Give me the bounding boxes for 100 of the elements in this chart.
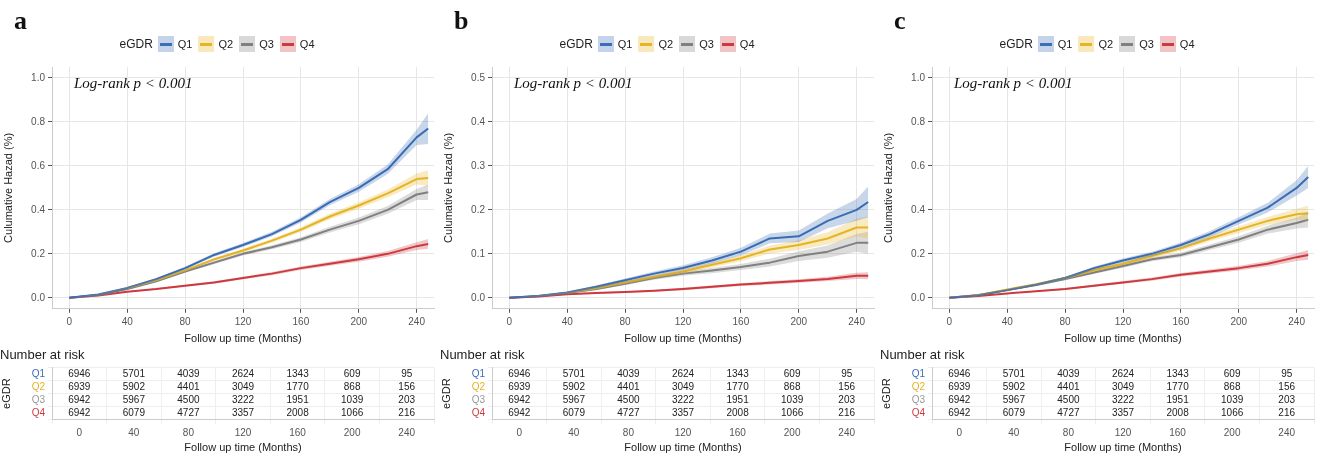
- data-label: 5967: [1002, 393, 1026, 405]
- y-tick-label: 0.6: [911, 159, 926, 171]
- data-label: 1951: [286, 393, 310, 405]
- data-label: 1951: [726, 393, 750, 405]
- data-label: 5701: [122, 367, 146, 379]
- data-label: 2624: [231, 367, 255, 379]
- data-label: 1770: [726, 380, 750, 392]
- data-label: 216: [398, 407, 416, 419]
- data-label: 6079: [122, 407, 146, 419]
- data-label: 3049: [1111, 380, 1135, 392]
- data-label: 3222: [1111, 393, 1135, 405]
- data-label: 5902: [122, 380, 146, 392]
- legend-title: eGDR: [119, 37, 153, 51]
- data-label: 216: [838, 407, 856, 419]
- data-label: 6942: [68, 407, 91, 419]
- data-label: 5967: [562, 393, 586, 405]
- data-label: 3222: [671, 393, 695, 405]
- x-axis-title: Follow up time (Months): [1064, 332, 1182, 345]
- y-tick-label: 0.2: [471, 203, 486, 215]
- x-tick-label: 0: [506, 315, 513, 327]
- annotation: Log-rank p < 0.001: [73, 75, 193, 92]
- data-label: 1770: [1166, 380, 1190, 392]
- x-tick-label: 240: [398, 426, 416, 438]
- x-tick-label: 120: [674, 426, 692, 438]
- y-tick-label: Q4: [911, 407, 926, 419]
- legend-label: Q2: [658, 38, 674, 50]
- x-tick-label: 80: [1062, 426, 1075, 438]
- data-label: 95: [1281, 367, 1293, 379]
- data-label: 868: [343, 380, 361, 392]
- x-tick-label: 200: [783, 426, 801, 438]
- data-label: 6946: [508, 367, 531, 379]
- data-label: 203: [838, 393, 856, 405]
- data-label: 2008: [726, 407, 750, 419]
- x-tick-label: 160: [289, 426, 307, 438]
- x-tick-label: 120: [1114, 426, 1132, 438]
- x-tick-label: 240: [1288, 315, 1306, 327]
- data-label: 6939: [948, 380, 971, 392]
- data-label: 3049: [671, 380, 695, 392]
- data-label: 5967: [122, 393, 146, 405]
- data-label: 6942: [508, 393, 531, 405]
- y-tick-label: Q2: [911, 380, 926, 392]
- x-tick-label: 240: [838, 426, 856, 438]
- x-tick-label: 40: [121, 315, 134, 327]
- data-label: 95: [401, 367, 413, 379]
- data-label: 3357: [1111, 407, 1135, 419]
- x-tick-label: 0: [76, 426, 83, 438]
- x-tick-label: 40: [1008, 426, 1020, 438]
- legend-label: Q2: [218, 38, 234, 50]
- x-tick-label: 80: [1059, 315, 1072, 327]
- data-label: 4401: [1057, 380, 1080, 392]
- y-axis-title: Culumative Hazad (%): [881, 132, 894, 243]
- data-label: 609: [343, 367, 361, 379]
- data-label: 3357: [671, 407, 695, 419]
- x-tick-label: 240: [1278, 426, 1296, 438]
- data-label: 4500: [177, 393, 200, 405]
- data-label: 4727: [617, 407, 640, 419]
- x-tick-label: 40: [128, 426, 140, 438]
- y-tick-label: 1.0: [31, 71, 46, 83]
- data-label: 5701: [1002, 367, 1026, 379]
- y-tick-label: 0.2: [911, 247, 926, 259]
- annotation: Log-rank p < 0.001: [513, 75, 633, 92]
- data-label: 6942: [948, 393, 971, 405]
- data-label: 6946: [68, 367, 91, 379]
- y-tick-label: 0.4: [31, 203, 46, 215]
- x-tick-label: 80: [182, 426, 195, 438]
- y-axis-title: Culumative Hazad (%): [441, 132, 454, 243]
- x-tick-label: 160: [732, 315, 750, 327]
- y-tick-label: Q4: [471, 407, 486, 419]
- data-label: 4039: [1057, 367, 1080, 379]
- legend-label: Q3: [259, 38, 274, 50]
- data-label: 95: [841, 367, 853, 379]
- data-label: 6942: [508, 407, 531, 419]
- x-tick-label: 200: [790, 315, 808, 327]
- data-label: 4727: [177, 407, 200, 419]
- data-label: 4727: [1057, 407, 1080, 419]
- y-tick-label: Q1: [471, 367, 486, 379]
- y-tick-label: 0.5: [471, 71, 486, 83]
- data-label: 1039: [781, 393, 804, 405]
- data-label: 6942: [948, 407, 971, 419]
- y-axis-title: Culumative Hazad (%): [1, 132, 14, 243]
- y-axis-title: eGDR: [439, 378, 452, 409]
- x-axis-title: Follow up time (Months): [184, 441, 302, 454]
- x-tick-label: 80: [622, 426, 635, 438]
- y-axis-title: eGDR: [0, 378, 12, 409]
- data-label: 1066: [341, 407, 364, 419]
- data-label: 156: [838, 380, 856, 392]
- data-label: 156: [1278, 380, 1296, 392]
- x-tick-label: 0: [946, 315, 953, 327]
- data-label: 3049: [231, 380, 255, 392]
- data-label: 1343: [286, 367, 310, 379]
- y-tick-label: Q3: [471, 393, 486, 405]
- legend-label: Q4: [1179, 38, 1195, 50]
- x-tick-label: 160: [292, 315, 310, 327]
- data-label: 3222: [231, 393, 255, 405]
- data-label: 2008: [1166, 407, 1190, 419]
- x-axis-title: Follow up time (Months): [624, 441, 742, 454]
- x-axis-title: Follow up time (Months): [624, 332, 742, 345]
- y-tick-label: 0.1: [471, 247, 486, 259]
- legend-title: eGDR: [999, 37, 1033, 51]
- y-tick-label: Q3: [31, 393, 46, 405]
